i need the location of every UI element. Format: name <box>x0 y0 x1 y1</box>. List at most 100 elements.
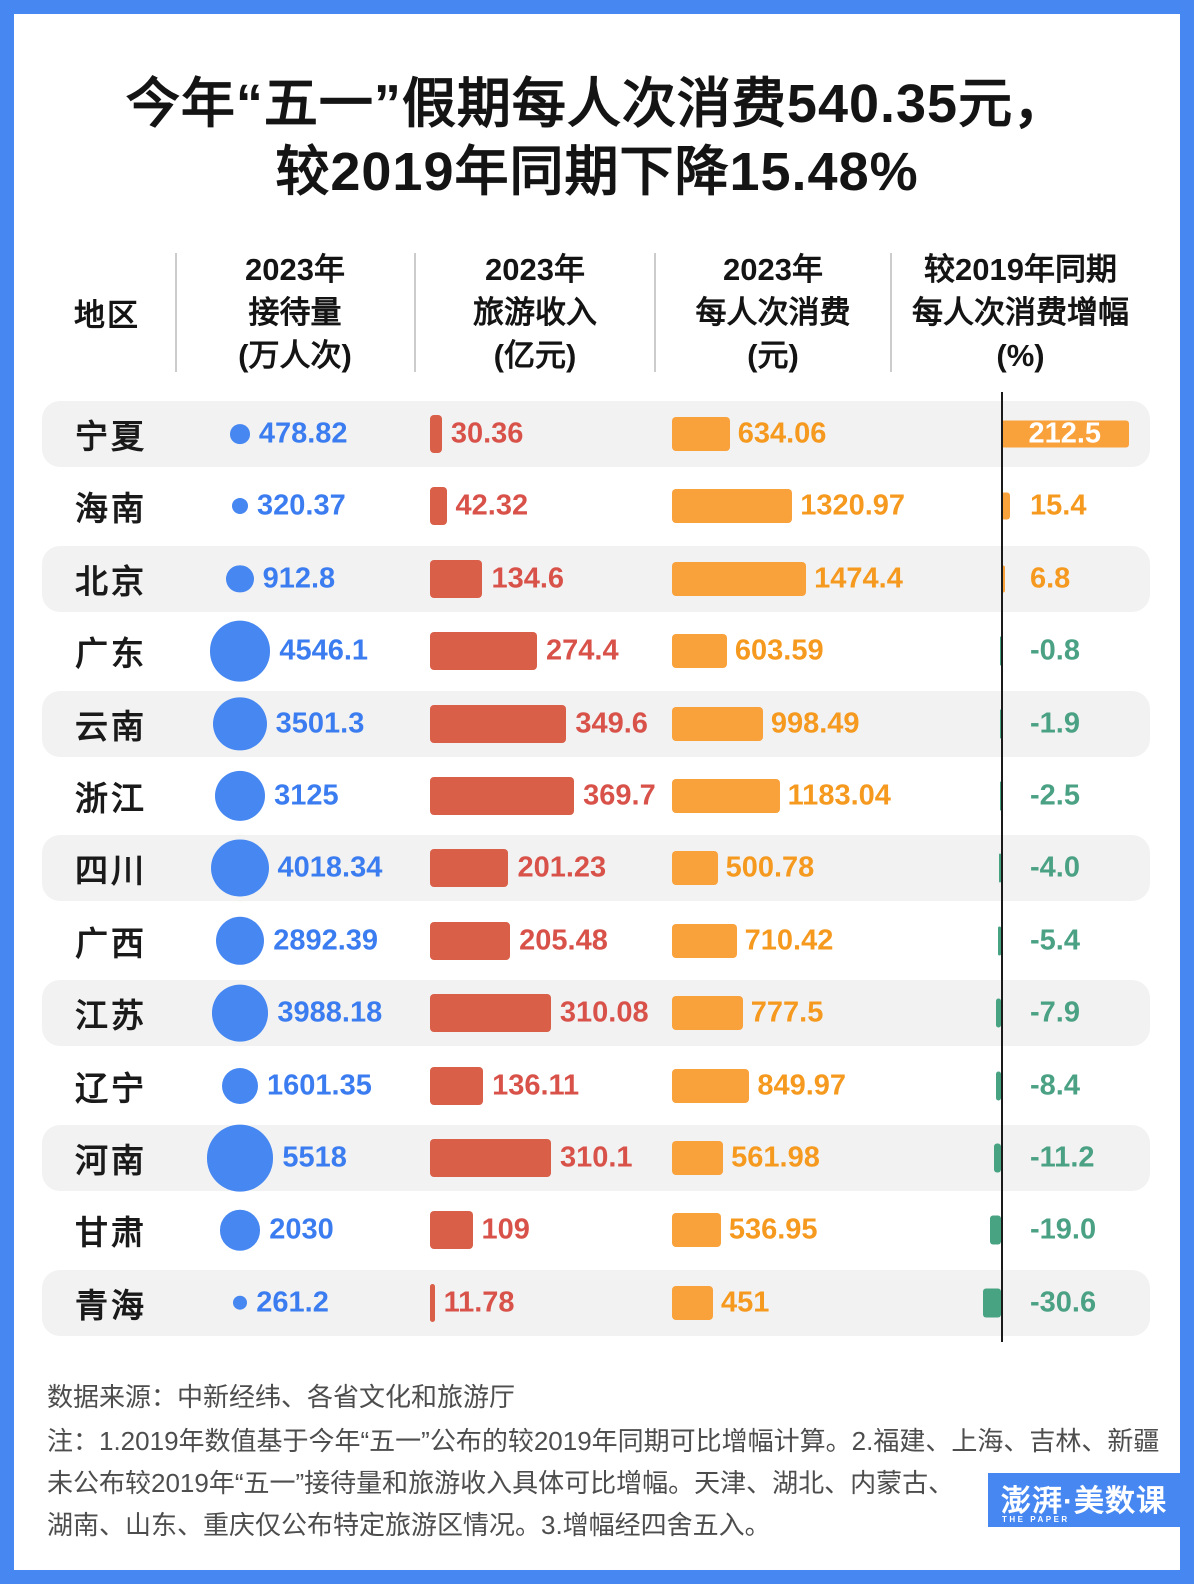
column-header-per-capita: 2023年 每人次消费 (元) <box>695 252 851 373</box>
consumption-bar <box>672 1068 750 1103</box>
table-row: 宁夏 478.82 30.36 634.06 212.5 <box>42 398 1150 470</box>
revenue-bar <box>430 415 442 453</box>
revenue-value: 274.4 <box>546 634 619 667</box>
visitors-value: 320.37 <box>257 489 346 522</box>
region-label: 四川 <box>75 852 147 890</box>
footnote-line-3: 湖南、山东、重庆仅公布特定旅游区情况。3.增幅经四舍五入。 <box>47 1510 771 1540</box>
region-label: 青海 <box>75 1286 147 1324</box>
change-value: -5.4 <box>1030 924 1080 957</box>
change-value: 6.8 <box>1030 562 1071 595</box>
chart-title-line2: 较2019年同期下降15.48% <box>275 142 919 202</box>
change-value: -7.9 <box>1030 996 1080 1029</box>
consumption-value: 603.59 <box>734 634 824 667</box>
consumption-value: 561.98 <box>731 1141 820 1174</box>
visitors-value: 4018.34 <box>277 851 383 884</box>
revenue-bar <box>430 632 538 671</box>
revenue-bar <box>430 1139 551 1177</box>
row-band <box>42 401 1150 467</box>
visitors-value: 1601.35 <box>267 1069 372 1102</box>
change-bar <box>997 926 1001 956</box>
change-bar <box>994 1143 1001 1173</box>
revenue-value: 310.08 <box>559 996 649 1029</box>
revenue-bar <box>430 777 575 815</box>
header-divider <box>654 253 656 372</box>
visitors-bubble <box>215 916 265 965</box>
visitors-bubble <box>211 839 269 897</box>
change-bar <box>995 1071 1001 1101</box>
consumption-bar <box>672 1141 724 1175</box>
column-header-change: 较2019年同期 每人次消费增幅 (%) <box>912 252 1129 373</box>
visitors-bubble <box>231 498 249 515</box>
visitors-bubble <box>226 565 254 593</box>
revenue-value: 201.23 <box>517 851 607 884</box>
change-value: -4.0 <box>1030 851 1080 884</box>
revenue-bar <box>430 1066 484 1105</box>
change-value: -1.9 <box>1030 707 1080 740</box>
consumption-value: 634.06 <box>737 417 827 450</box>
revenue-value: 30.36 <box>450 417 524 450</box>
region-label: 广东 <box>75 635 147 673</box>
change-value: 212.5 <box>1028 417 1102 450</box>
change-value: 15.4 <box>1030 489 1087 522</box>
visitors-bubble <box>211 984 269 1042</box>
consumption-bar <box>672 1285 714 1320</box>
consumption-value: 1474.4 <box>814 562 903 595</box>
revenue-bar <box>430 994 551 1033</box>
revenue-bar <box>430 704 567 743</box>
change-bar <box>982 1288 1001 1318</box>
table-row: 江苏 3988.18 310.08 777.5 -7.9 <box>42 977 1150 1049</box>
change-bar <box>989 1215 1001 1245</box>
table-row: 北京 912.8 134.6 1474.4 6.8 <box>42 543 1150 615</box>
visitors-bubble <box>232 1295 248 1311</box>
consumption-bar <box>672 561 807 596</box>
region-label: 甘肃 <box>75 1214 147 1252</box>
column-header-region: 地区 <box>74 298 140 333</box>
revenue-bar <box>430 487 447 526</box>
consumption-bar <box>672 706 763 741</box>
region-label: 辽宁 <box>75 1069 147 1107</box>
footnote-line-2: 未公布较2019年“五一”接待量和旅游收入具体可比增幅。天津、湖北、内蒙古、 <box>47 1468 955 1498</box>
consumption-bar <box>672 489 793 524</box>
consumption-value: 1183.04 <box>787 779 891 812</box>
change-axis-line <box>1001 392 1003 1342</box>
revenue-bar <box>430 849 509 888</box>
change-bar <box>998 853 1001 883</box>
publisher-logo-text: 澎湃·美数课 <box>1001 1485 1167 1518</box>
change-value: -2.5 <box>1030 779 1080 812</box>
change-value: -11.2 <box>1030 1141 1095 1174</box>
consumption-bar <box>672 417 730 451</box>
visitors-bubble <box>221 1067 258 1104</box>
visitors-value: 261.2 <box>256 1286 329 1319</box>
data-source-note: 数据来源：中新经纬、各省文化和旅游厅 <box>47 1382 516 1412</box>
revenue-value: 349.6 <box>575 707 648 740</box>
revenue-value: 205.48 <box>519 924 608 957</box>
chart-title-line1: 今年“五一”假期每人次消费540.35元， <box>125 74 1069 134</box>
visitors-value: 3988.18 <box>277 996 383 1029</box>
consumption-value: 536.95 <box>728 1213 818 1246</box>
region-label: 浙江 <box>75 780 147 817</box>
visitors-bubble <box>209 620 271 682</box>
consumption-bar <box>672 923 737 958</box>
change-bar <box>1001 420 1129 448</box>
publisher-logo-subtext: THE PAPER <box>1002 1515 1070 1524</box>
consumption-value: 451 <box>721 1286 770 1319</box>
revenue-bar <box>430 921 511 960</box>
table-row: 青海 261.2 11.78 451 -30.6 <box>42 1267 1150 1339</box>
visitors-value: 2892.39 <box>273 924 379 957</box>
table-row: 甘肃 2030 109 536.95 -19.0 <box>42 1194 1150 1266</box>
consumption-bar <box>672 1213 721 1248</box>
visitors-value: 478.82 <box>258 417 348 450</box>
revenue-value: 136.11 <box>492 1069 580 1102</box>
consumption-value: 710.42 <box>744 924 834 957</box>
region-label: 宁夏 <box>75 418 147 455</box>
region-label: 广西 <box>75 924 147 962</box>
change-value: -30.6 <box>1030 1286 1097 1319</box>
region-label: 云南 <box>75 707 147 745</box>
revenue-bar <box>430 1283 435 1322</box>
consumption-value: 998.49 <box>770 707 860 740</box>
revenue-value: 134.6 <box>491 562 565 595</box>
change-bar <box>1001 492 1011 520</box>
visitors-value: 2030 <box>269 1213 334 1246</box>
change-bar <box>1001 565 1006 593</box>
visitors-value: 3125 <box>274 779 339 812</box>
